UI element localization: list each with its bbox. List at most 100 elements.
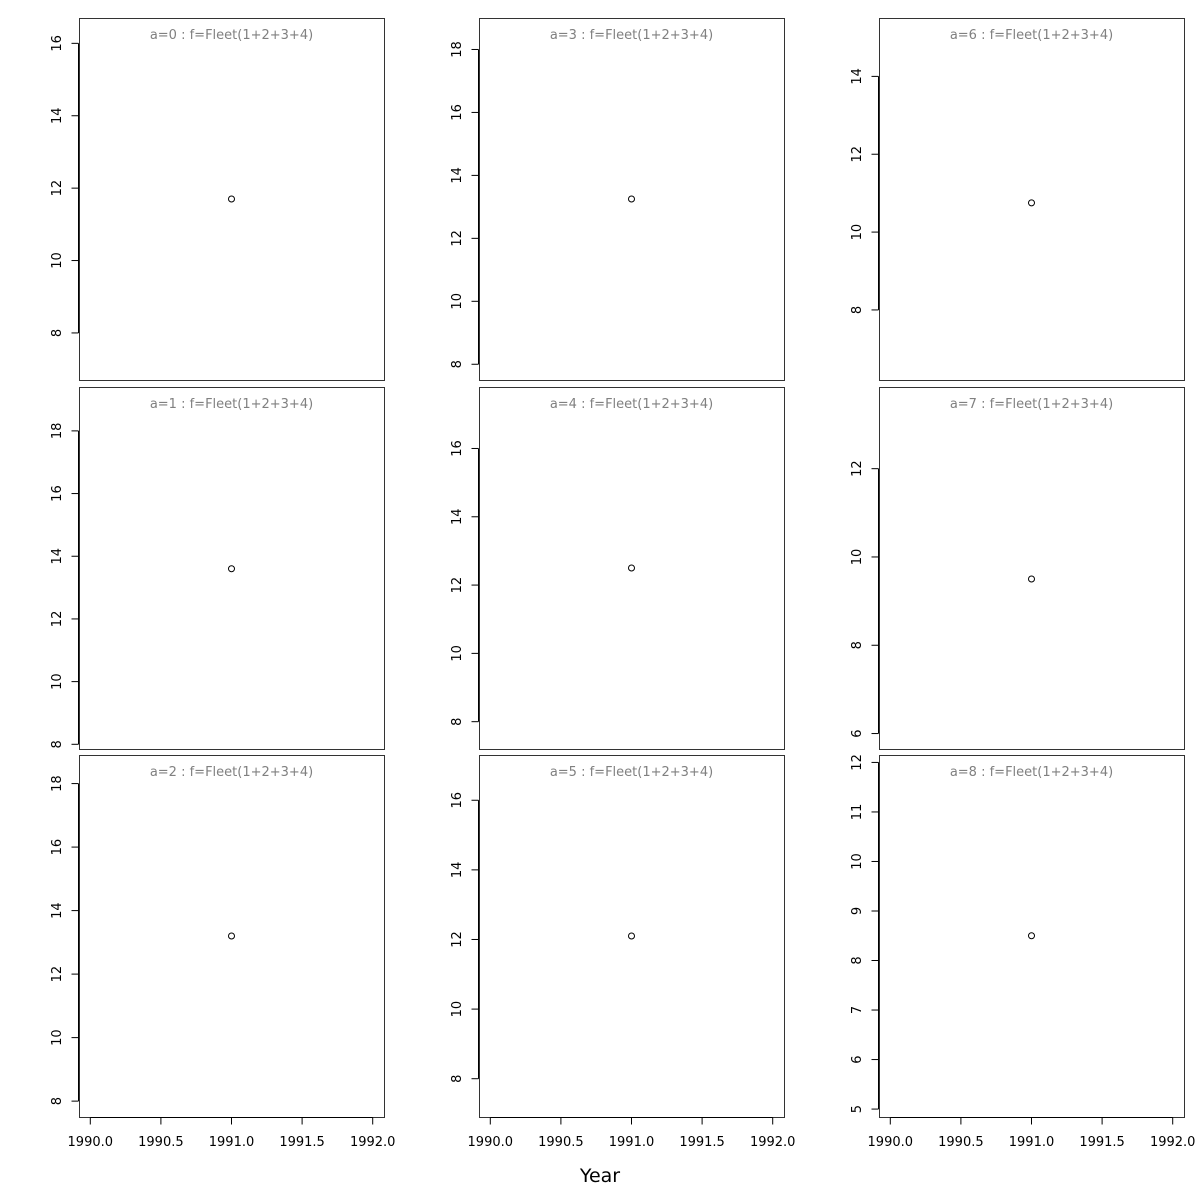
panel-4: a=4 : f=Fleet(1+2+3+4) 8 10 12 14 16 xyxy=(450,387,785,750)
panel-frame xyxy=(479,387,785,750)
x-tick-label: 1991.5 xyxy=(679,1135,725,1150)
x-tick-label: 1992.0 xyxy=(350,1135,396,1150)
panel-title: a=3 : f=Fleet(1+2+3+4) xyxy=(550,28,713,43)
y-tick-label: 16 xyxy=(50,35,65,52)
x-tick-label: 1990.0 xyxy=(68,1135,114,1150)
y-tick-label: 10 xyxy=(50,673,65,690)
y-tick-label: 16 xyxy=(450,792,465,809)
panel-3: a=3 : f=Fleet(1+2+3+4) 8 10 12 14 16 18 xyxy=(450,18,785,381)
data-point xyxy=(628,195,635,203)
y-tick-label: 8 xyxy=(450,360,465,368)
y-tick-label: 12 xyxy=(50,611,65,628)
panel-title: a=6 : f=Fleet(1+2+3+4) xyxy=(950,28,1113,43)
panel-frame xyxy=(879,755,1185,1118)
y-tick-label: 6 xyxy=(850,1055,865,1063)
y-tick-label: 8 xyxy=(850,956,865,964)
panel-title: a=2 : f=Fleet(1+2+3+4) xyxy=(150,765,313,780)
data-point xyxy=(1028,932,1035,940)
y-tick-label: 11 xyxy=(850,804,865,821)
y-tick-label: 12 xyxy=(850,146,865,163)
y-tick-label: 16 xyxy=(50,485,65,502)
y-tick-label: 10 xyxy=(850,549,865,566)
x-tick-label: 1990.0 xyxy=(868,1135,914,1150)
panel-frame xyxy=(79,18,385,381)
x-tick-label: 1991.0 xyxy=(1009,1135,1055,1150)
panel-frame xyxy=(79,387,385,750)
y-tick-label: 8 xyxy=(850,641,865,649)
x-tick-label: 1990.5 xyxy=(138,1135,184,1150)
y-tick-label: 12 xyxy=(450,931,465,948)
panel-title: a=7 : f=Fleet(1+2+3+4) xyxy=(950,397,1113,412)
data-point xyxy=(1028,575,1035,583)
y-tick-label: 12 xyxy=(50,966,65,983)
y-tick-label: 9 xyxy=(850,907,865,915)
panel-frame xyxy=(879,18,1185,381)
y-tick-label: 12 xyxy=(450,230,465,247)
x-tick-label: 1990.0 xyxy=(468,1135,514,1150)
y-tick-label: 16 xyxy=(50,839,65,856)
y-tick-label: 14 xyxy=(450,862,465,879)
data-point xyxy=(228,195,235,203)
panel-title: a=0 : f=Fleet(1+2+3+4) xyxy=(150,28,313,43)
y-tick-label: 8 xyxy=(450,718,465,726)
x-tick-label: 1990.5 xyxy=(538,1135,584,1150)
y-tick-label: 18 xyxy=(450,41,465,58)
y-tick-label: 18 xyxy=(50,775,65,792)
y-tick-label: 8 xyxy=(50,740,65,748)
y-tick-label: 16 xyxy=(450,104,465,121)
y-tick-label: 10 xyxy=(450,1001,465,1018)
data-point xyxy=(228,565,235,573)
y-tick-label: 14 xyxy=(450,167,465,184)
panel-title: a=5 : f=Fleet(1+2+3+4) xyxy=(550,765,713,780)
y-tick-label: 10 xyxy=(850,853,865,870)
panel-title: a=4 : f=Fleet(1+2+3+4) xyxy=(550,397,713,412)
y-tick-label: 18 xyxy=(50,423,65,440)
panel-frame xyxy=(79,755,385,1118)
x-tick-label: 1990.5 xyxy=(938,1135,984,1150)
x-tick-label: 1991.0 xyxy=(609,1135,655,1150)
panel-6: a=6 : f=Fleet(1+2+3+4) 8 10 12 14 xyxy=(850,18,1185,381)
y-tick-label: 14 xyxy=(850,68,865,85)
x-tick-label: 1992.0 xyxy=(750,1135,796,1150)
data-point xyxy=(228,932,235,940)
y-tick-label: 6 xyxy=(850,729,865,737)
x-tick-label: 1992.0 xyxy=(1150,1135,1196,1150)
y-tick-label: 10 xyxy=(50,252,65,269)
y-tick-label: 14 xyxy=(50,548,65,565)
y-tick-label: 10 xyxy=(850,224,865,241)
y-tick-label: 8 xyxy=(450,1075,465,1083)
x-tick-label: 1991.5 xyxy=(279,1135,325,1150)
panel-frame xyxy=(479,18,785,381)
y-tick-label: 10 xyxy=(50,1029,65,1046)
panel-2: a=2 : f=Fleet(1+2+3+4) 8 10 12 14 16 18 1990.0 1… xyxy=(50,755,396,1150)
panel-7: a=7 : f=Fleet(1+2+3+4) 6 8 10 12 xyxy=(850,387,1185,750)
panel-5: a=5 : f=Fleet(1+2+3+4) 8 10 12 14 16 1990.0 199… xyxy=(450,755,796,1150)
panel-frame xyxy=(479,755,785,1118)
y-tick-label: 14 xyxy=(50,107,65,124)
y-tick-label: 10 xyxy=(450,293,465,310)
panel-0: a=0 : f=Fleet(1+2+3+4) 8 10 12 14 16 xyxy=(50,18,385,381)
y-tick-label: 16 xyxy=(450,440,465,457)
data-point xyxy=(628,564,635,572)
y-tick-label: 12 xyxy=(850,754,865,771)
panel-frame xyxy=(879,387,1185,750)
y-tick-label: 12 xyxy=(50,180,65,197)
panel-1: a=1 : f=Fleet(1+2+3+4) 8 10 12 14 16 18 xyxy=(50,387,385,750)
y-tick-label: 12 xyxy=(450,577,465,594)
y-tick-label: 14 xyxy=(50,902,65,919)
y-tick-label: 8 xyxy=(50,1097,65,1105)
data-point xyxy=(1028,199,1035,207)
panel-title: a=1 : f=Fleet(1+2+3+4) xyxy=(150,397,313,412)
y-tick-label: 8 xyxy=(50,329,65,337)
y-tick-label: 8 xyxy=(850,306,865,314)
panel-title: a=8 : f=Fleet(1+2+3+4) xyxy=(950,765,1113,780)
y-tick-label: 5 xyxy=(850,1105,865,1113)
y-tick-label: 14 xyxy=(450,509,465,526)
x-tick-label: 1991.0 xyxy=(209,1135,255,1150)
y-tick-label: 7 xyxy=(850,1006,865,1014)
y-tick-label: 12 xyxy=(850,460,865,477)
panel-8: a=8 : f=Fleet(1+2+3+4) 5 6 7 8 9 10 11 12 1990.0 1… xyxy=(850,754,1195,1150)
x-tick-label: 1991.5 xyxy=(1079,1135,1125,1150)
data-point xyxy=(628,932,635,940)
